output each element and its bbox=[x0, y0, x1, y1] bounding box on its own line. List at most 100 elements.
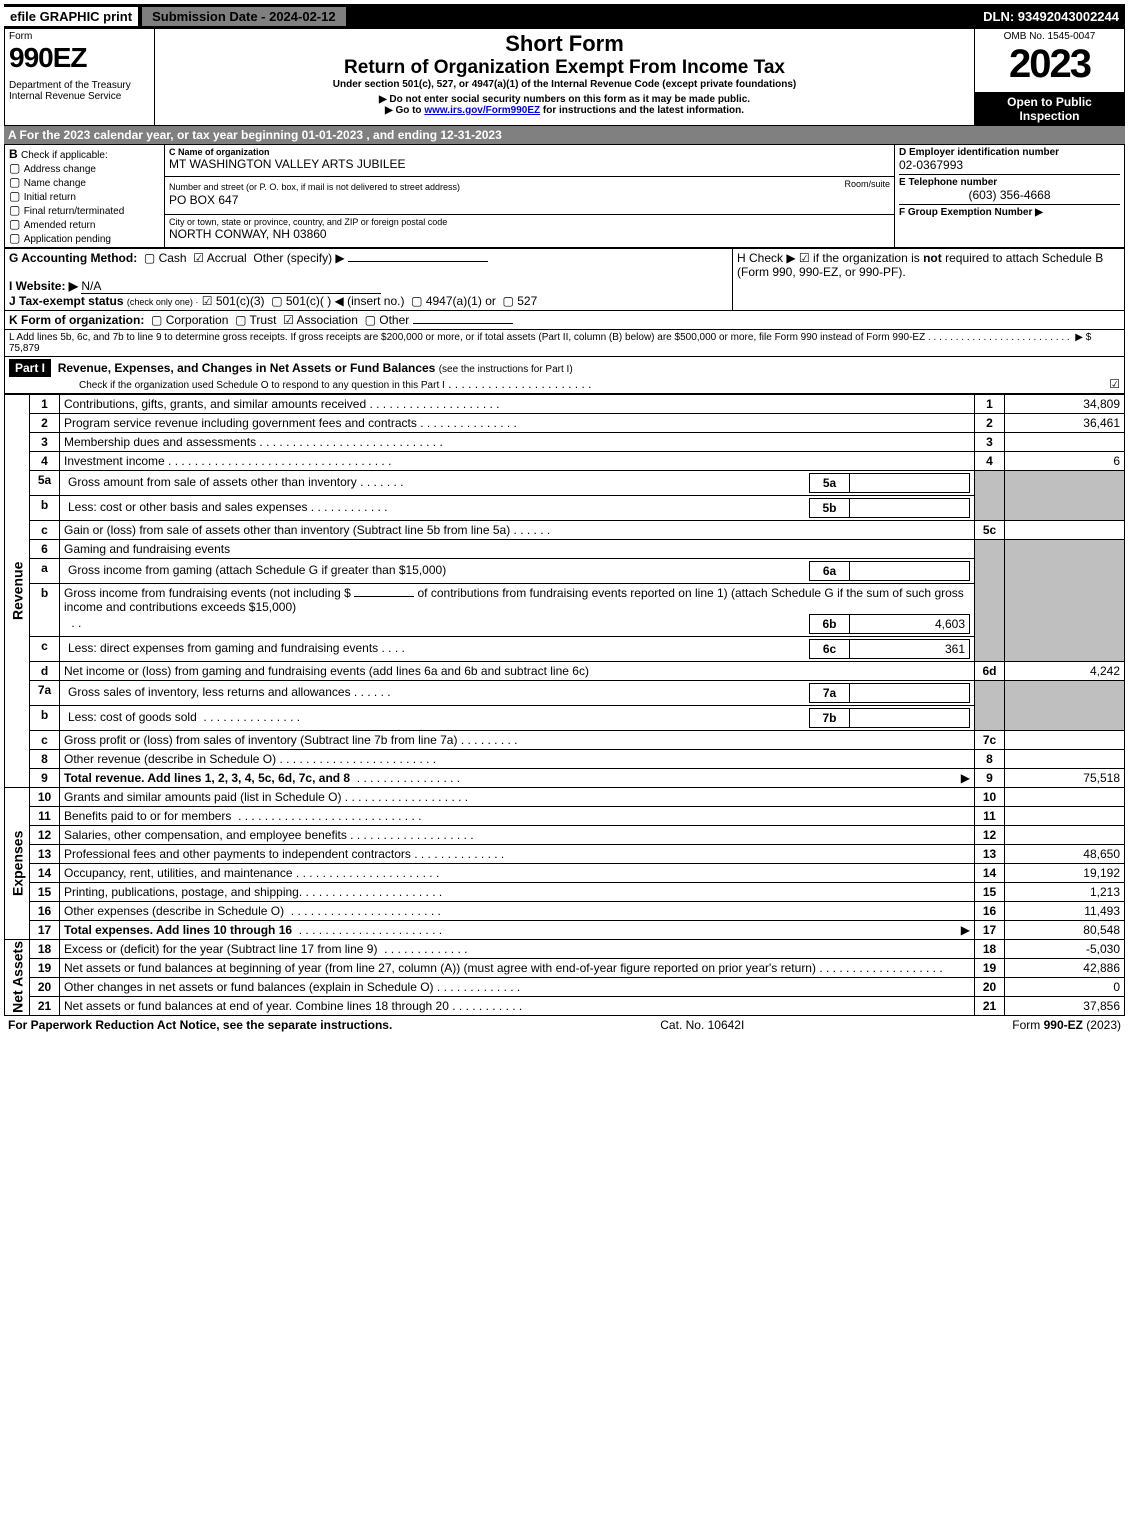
section-k-label: K Form of organization: bbox=[9, 313, 144, 327]
line-15-text: Printing, publications, postage, and shi… bbox=[60, 882, 975, 901]
line-16-text: Other expenses (describe in Schedule O) … bbox=[60, 901, 975, 920]
line-5a-inner-value bbox=[850, 473, 970, 492]
other-specify-input[interactable] bbox=[348, 261, 488, 262]
group-exemption-label: F Group Exemption Number ▶ bbox=[899, 207, 1043, 218]
line-7c-value bbox=[1005, 730, 1125, 749]
line-20-text: Other changes in net assets or fund bala… bbox=[60, 977, 975, 996]
other-org-input[interactable] bbox=[413, 323, 513, 324]
line-20-value: 0 bbox=[1005, 977, 1125, 996]
line-4-value: 6 bbox=[1005, 451, 1125, 470]
line-15-ref: 15 bbox=[975, 882, 1005, 901]
line-7b-num: b bbox=[30, 705, 60, 730]
line-6-num: 6 bbox=[30, 539, 60, 558]
line-6d-value: 4,242 bbox=[1005, 661, 1125, 680]
line-11-value bbox=[1005, 806, 1125, 825]
addr-label: Number and street (or P. O. box, if mail… bbox=[169, 182, 460, 192]
checkbox-schedule-b[interactable]: ☑ bbox=[799, 251, 810, 265]
page-footer: For Paperwork Reduction Act Notice, see … bbox=[4, 1016, 1125, 1034]
website-value: N/A bbox=[81, 279, 381, 294]
label-4947a1: 4947(a)(1) or bbox=[426, 294, 496, 308]
line-12-ref: 12 bbox=[975, 825, 1005, 844]
line-2-num: 2 bbox=[30, 413, 60, 432]
part-i-schedule-o-text: Check if the organization used Schedule … bbox=[79, 380, 445, 391]
line-7a-text: Gross sales of inventory, less returns a… bbox=[60, 680, 975, 705]
line-9-ref: 9 bbox=[975, 768, 1005, 787]
line-20-ref: 20 bbox=[975, 977, 1005, 996]
line-14-value: 19,192 bbox=[1005, 863, 1125, 882]
checkbox-initial-return[interactable]: ▢ bbox=[9, 189, 20, 203]
shade-6abc bbox=[975, 539, 1005, 661]
checkbox-association[interactable]: ☑ bbox=[283, 313, 294, 327]
form-number: 990EZ bbox=[9, 42, 150, 74]
line-17-ref: 17 bbox=[975, 920, 1005, 939]
checkbox-other-org[interactable]: ▢ bbox=[365, 313, 376, 327]
section-c-name-label: C Name of organization bbox=[169, 147, 890, 157]
footer-paperwork: For Paperwork Reduction Act Notice, see … bbox=[8, 1018, 392, 1032]
line-16-ref: 16 bbox=[975, 901, 1005, 920]
line-4-num: 4 bbox=[30, 451, 60, 470]
line-3-value bbox=[1005, 432, 1125, 451]
goto-link[interactable]: www.irs.gov/Form990EZ bbox=[424, 105, 540, 116]
checkbox-527[interactable]: ▢ bbox=[503, 294, 514, 308]
city-state-zip: NORTH CONWAY, NH 03860 bbox=[169, 227, 890, 241]
line-5c-num: c bbox=[30, 520, 60, 539]
checkbox-application-pending[interactable]: ▢ bbox=[9, 231, 20, 245]
line-6d-num: d bbox=[30, 661, 60, 680]
line-16-value: 11,493 bbox=[1005, 901, 1125, 920]
section-h-post1: required to attach Schedule B bbox=[945, 251, 1103, 265]
label-address-change: Address change bbox=[24, 164, 96, 175]
checkbox-4947a1[interactable]: ▢ bbox=[411, 294, 422, 308]
goto-post: for instructions and the latest informat… bbox=[540, 105, 744, 116]
label-final-return: Final return/terminated bbox=[24, 206, 125, 217]
line-18-ref: 18 bbox=[975, 939, 1005, 958]
line-6b-blank[interactable] bbox=[354, 596, 414, 597]
line-6c-inner-ref: 6c bbox=[810, 639, 850, 658]
label-corporation: Corporation bbox=[166, 313, 229, 327]
checkbox-address-change[interactable]: ▢ bbox=[9, 161, 20, 175]
line-6b-num: b bbox=[30, 583, 60, 636]
part-i-header: Part I Revenue, Expenses, and Changes in… bbox=[4, 357, 1125, 394]
label-application-pending: Application pending bbox=[24, 234, 111, 245]
checkbox-501c[interactable]: ▢ bbox=[271, 294, 282, 308]
line-6b-text: Gross income from fundraising events (no… bbox=[60, 583, 975, 636]
line-18-num: 18 bbox=[30, 939, 60, 958]
shade-6abc-val bbox=[1005, 539, 1125, 661]
checkbox-schedule-o[interactable]: ☑ bbox=[1109, 377, 1120, 391]
checkbox-cash[interactable]: ▢ bbox=[144, 251, 155, 265]
checkbox-amended-return[interactable]: ▢ bbox=[9, 217, 20, 231]
line-5b-inner-ref: 5b bbox=[810, 498, 850, 517]
line-5c-text: Gain or (loss) from sale of assets other… bbox=[60, 520, 975, 539]
line-15-value: 1,213 bbox=[1005, 882, 1125, 901]
section-g-label: G Accounting Method: bbox=[9, 251, 137, 265]
section-e-phone-label: E Telephone number bbox=[899, 174, 1120, 188]
label-trust: Trust bbox=[250, 313, 277, 327]
netassets-vertical-label: Net Assets bbox=[5, 939, 30, 1016]
sections-bcd: B Check if applicable: ▢ Address change … bbox=[4, 144, 1125, 248]
section-d-ein-label: D Employer identification number bbox=[899, 147, 1120, 158]
line-9-arrow: ▶ bbox=[961, 771, 970, 785]
line-6c-num: c bbox=[30, 636, 60, 661]
line-18-value: -5,030 bbox=[1005, 939, 1125, 958]
checkbox-accrual[interactable]: ☑ bbox=[193, 251, 204, 265]
line-3-text: Membership dues and assessments . . . . … bbox=[60, 432, 975, 451]
checkbox-name-change[interactable]: ▢ bbox=[9, 175, 20, 189]
line-7a-inner-value bbox=[850, 683, 970, 702]
line-5a-num: 5a bbox=[30, 470, 60, 495]
line-14-ref: 14 bbox=[975, 863, 1005, 882]
line-7b-inner-value bbox=[850, 708, 970, 727]
line-12-num: 12 bbox=[30, 825, 60, 844]
checkbox-trust[interactable]: ▢ bbox=[235, 313, 246, 327]
line-5c-ref: 5c bbox=[975, 520, 1005, 539]
line-10-ref: 10 bbox=[975, 787, 1005, 806]
checkbox-501c3[interactable]: ☑ bbox=[202, 294, 213, 308]
checkbox-corporation[interactable]: ▢ bbox=[151, 313, 162, 327]
line-13-num: 13 bbox=[30, 844, 60, 863]
checkbox-final-return[interactable]: ▢ bbox=[9, 203, 20, 217]
section-b-label: B bbox=[9, 147, 18, 161]
line-5b-text: Less: cost or other basis and sales expe… bbox=[60, 495, 975, 520]
label-name-change: Name change bbox=[24, 178, 86, 189]
line-3-ref: 3 bbox=[975, 432, 1005, 451]
section-h-post2: (Form 990, 990-EZ, or 990-PF). bbox=[737, 265, 906, 279]
line-5a-text: Gross amount from sale of assets other t… bbox=[60, 470, 975, 495]
line-10-num: 10 bbox=[30, 787, 60, 806]
